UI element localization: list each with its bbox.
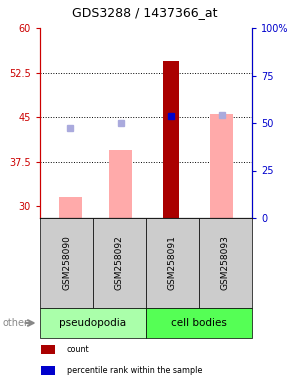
Bar (163, 61, 179, 218)
Text: percentile rank within the sample: percentile rank within the sample (67, 366, 202, 375)
Text: GSM258093: GSM258093 (221, 235, 230, 290)
Text: pseudopodia: pseudopodia (59, 318, 126, 328)
Text: GSM258091: GSM258091 (168, 235, 177, 290)
Bar (210, 114, 233, 218)
Text: cell bodies: cell bodies (171, 318, 227, 328)
Text: GSM258090: GSM258090 (62, 235, 71, 290)
Bar (59, 197, 82, 218)
Bar (109, 150, 132, 218)
Text: GDS3288 / 1437366_at: GDS3288 / 1437366_at (72, 7, 218, 20)
Text: GSM258092: GSM258092 (115, 236, 124, 290)
Text: other: other (3, 318, 29, 328)
Text: count: count (67, 345, 89, 354)
